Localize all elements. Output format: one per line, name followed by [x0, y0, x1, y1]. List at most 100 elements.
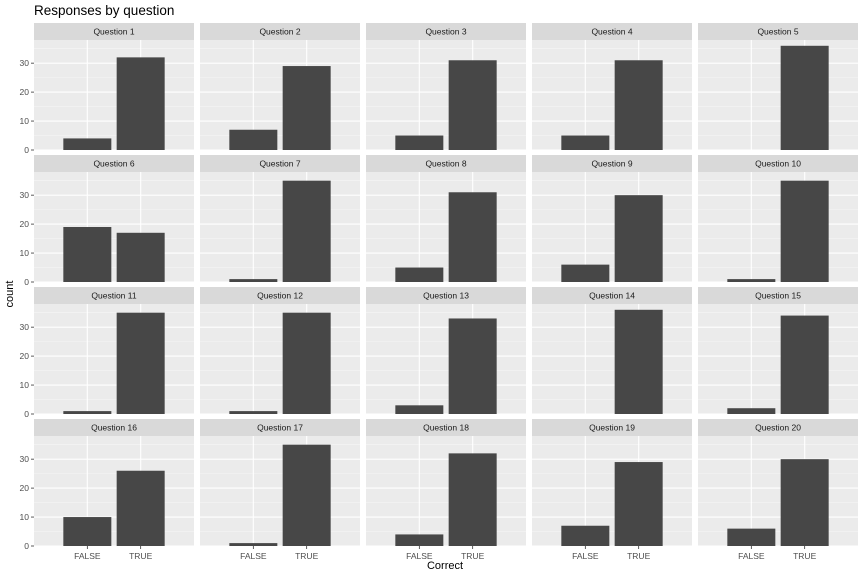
- facet-label: Question 10: [755, 159, 801, 169]
- bar-true: [116, 470, 165, 546]
- bar-true: [780, 315, 829, 414]
- facet-strip: [532, 155, 692, 172]
- facet-panel: Question 1 0 10 20 30: [20, 23, 194, 155]
- panel-background: [200, 436, 360, 546]
- bar-true: [614, 462, 663, 546]
- y-tick-label: 10: [20, 380, 30, 390]
- y-tick-label: 0: [24, 541, 29, 551]
- panel-background: [698, 304, 858, 414]
- facet-panel: Question 18 FALSE TRUE: [366, 419, 526, 561]
- facet-strip: [532, 287, 692, 304]
- y-tick-label: 0: [24, 145, 29, 155]
- bar-true: [448, 192, 497, 282]
- bar-true: [282, 312, 331, 414]
- y-tick-label: 30: [20, 58, 30, 68]
- x-tick-label: TRUE: [793, 551, 816, 561]
- facet-strip: [698, 419, 858, 436]
- x-tick-label: TRUE: [295, 551, 318, 561]
- facet-strip: [34, 23, 194, 40]
- facet-label: Question 16: [91, 423, 137, 433]
- facet-label: Question 8: [425, 159, 466, 169]
- facet-panel: Question 9: [532, 155, 692, 283]
- bar-false: [395, 405, 444, 414]
- panel-background: [200, 172, 360, 282]
- x-tick-label: TRUE: [129, 551, 152, 561]
- bar-false: [229, 279, 278, 282]
- facet-panel: Question 15: [698, 287, 858, 415]
- bar-false: [63, 517, 112, 546]
- facet-label: Question 18: [423, 423, 469, 433]
- facet-label: Question 1: [93, 27, 134, 37]
- x-tick-label: FALSE: [406, 551, 433, 561]
- panel-background: [532, 172, 692, 282]
- panel-background: [34, 40, 194, 150]
- facet-strip: [366, 23, 526, 40]
- facet-strip: [34, 287, 194, 304]
- bar-true: [448, 60, 497, 151]
- facet-strip: [200, 155, 360, 172]
- panel-background: [366, 172, 526, 282]
- bar-true: [614, 60, 663, 151]
- facet-panel: Question 12: [200, 287, 360, 415]
- facet-panel: Question 5: [698, 23, 858, 151]
- panel-background: [532, 304, 692, 414]
- y-tick-label: 20: [20, 87, 30, 97]
- facet-panel: Question 17 FALSE TRUE: [200, 419, 360, 561]
- panel-background: [532, 40, 692, 150]
- facet-panel: Question 8: [366, 155, 526, 283]
- facet-label: Question 7: [259, 159, 300, 169]
- facet-panel: Question 7: [200, 155, 360, 283]
- facet-strip: [532, 419, 692, 436]
- bar-false: [229, 129, 278, 150]
- bar-false: [727, 279, 776, 282]
- y-axis-title: count: [4, 281, 16, 308]
- chart-title: Responses by question: [34, 3, 174, 18]
- x-tick-label: FALSE: [738, 551, 765, 561]
- y-tick-label: 10: [20, 116, 30, 126]
- panel-background: [34, 172, 194, 282]
- facet-label: Question 15: [755, 291, 801, 301]
- x-axis-title: Correct: [427, 560, 463, 572]
- bar-true: [614, 195, 663, 282]
- facet-panel: Question 2: [200, 23, 360, 151]
- facet-label: Question 14: [589, 291, 635, 301]
- facet-strip: [366, 155, 526, 172]
- facet-label: Question 9: [591, 159, 632, 169]
- facet-panel: Question 19 FALSE TRUE: [532, 419, 692, 561]
- facet-strip: [200, 287, 360, 304]
- facet-panel: Question 3: [366, 23, 526, 151]
- y-tick-label: 0: [24, 409, 29, 419]
- facet-label: Question 4: [591, 27, 632, 37]
- panel-background: [366, 436, 526, 546]
- bar-false: [229, 543, 278, 546]
- panel-background: [200, 40, 360, 150]
- facet-label: Question 17: [257, 423, 303, 433]
- bar-true: [282, 66, 331, 150]
- facet-strip: [698, 155, 858, 172]
- bar-true: [116, 232, 165, 282]
- panel-background: [698, 172, 858, 282]
- x-tick-label: FALSE: [572, 551, 599, 561]
- bar-false: [561, 135, 610, 150]
- facet-strip: [698, 23, 858, 40]
- y-tick-label: 20: [20, 483, 30, 493]
- bar-false: [63, 411, 112, 414]
- panel-background: [698, 40, 858, 150]
- facet-panel: Question 20 FALSE TRUE: [698, 419, 858, 561]
- panel-background: [698, 436, 858, 546]
- facet-strip: [34, 419, 194, 436]
- facet-panel: Question 10: [698, 155, 858, 283]
- facet-panel: Question 4: [532, 23, 692, 151]
- bar-false: [395, 534, 444, 546]
- y-tick-label: 20: [20, 219, 30, 229]
- y-tick-label: 30: [20, 322, 30, 332]
- bar-false: [63, 227, 112, 282]
- bar-false: [727, 528, 776, 546]
- panel-background: [34, 304, 194, 414]
- facet-label: Question 2: [259, 27, 300, 37]
- facet-label: Question 6: [93, 159, 134, 169]
- bar-false: [395, 267, 444, 282]
- bar-false: [727, 408, 776, 414]
- facet-label: Question 11: [91, 291, 136, 301]
